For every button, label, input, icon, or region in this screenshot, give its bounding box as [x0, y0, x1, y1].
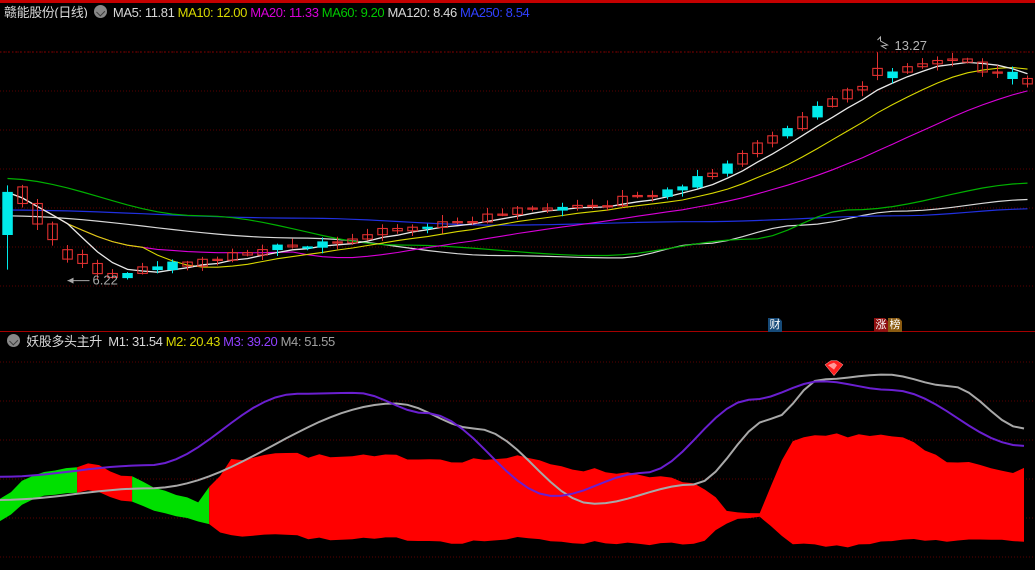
- svg-text:6.22: 6.22: [93, 273, 118, 288]
- svg-text:13.27: 13.27: [895, 38, 928, 53]
